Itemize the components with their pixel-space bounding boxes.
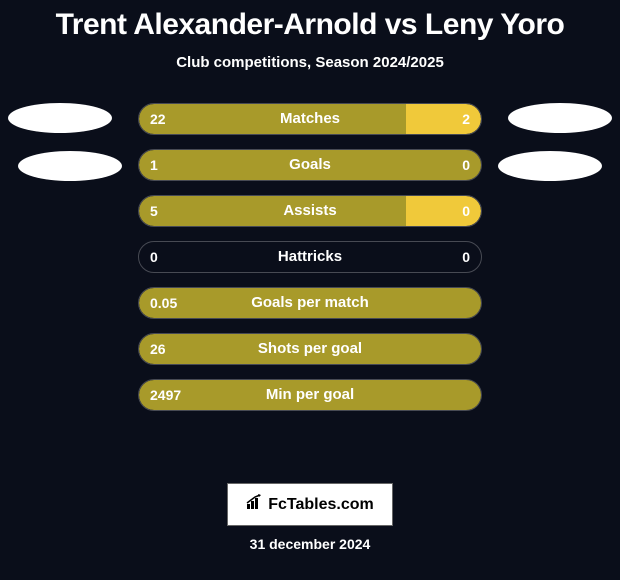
stat-row: 26Shots per goal [0,333,620,365]
comparison-chart: 222Matches 10Goals 50Assists 00Hattricks 0.0… [0,103,620,411]
stat-row: 50Assists [0,195,620,227]
stat-label: Matches [138,103,482,135]
chart-icon [246,494,264,515]
stat-label: Shots per goal [138,333,482,365]
stat-row: 222Matches [0,103,620,135]
page-title: Trent Alexander-Arnold vs Leny Yoro [0,0,620,42]
bar-area: 10Goals [138,149,482,181]
bar-area: 50Assists [138,195,482,227]
stat-row: 00Hattricks [0,241,620,273]
brand-text: FcTables.com [268,496,374,514]
stat-row: 2497Min per goal [0,379,620,411]
stat-label: Assists [138,195,482,227]
bar-area: 2497Min per goal [138,379,482,411]
stat-row: 10Goals [0,149,620,181]
brand-badge: FcTables.com [227,483,393,526]
bar-area: 00Hattricks [138,241,482,273]
date-text: 31 december 2024 [0,536,620,552]
subtitle: Club competitions, Season 2024/2025 [0,54,620,71]
bar-area: 0.05Goals per match [138,287,482,319]
bar-area: 26Shots per goal [138,333,482,365]
bar-area: 222Matches [138,103,482,135]
stat-label: Goals per match [138,287,482,319]
stat-label: Min per goal [138,379,482,411]
stat-label: Hattricks [138,241,482,273]
stat-row: 0.05Goals per match [0,287,620,319]
footer: FcTables.com [0,483,620,526]
stat-label: Goals [138,149,482,181]
